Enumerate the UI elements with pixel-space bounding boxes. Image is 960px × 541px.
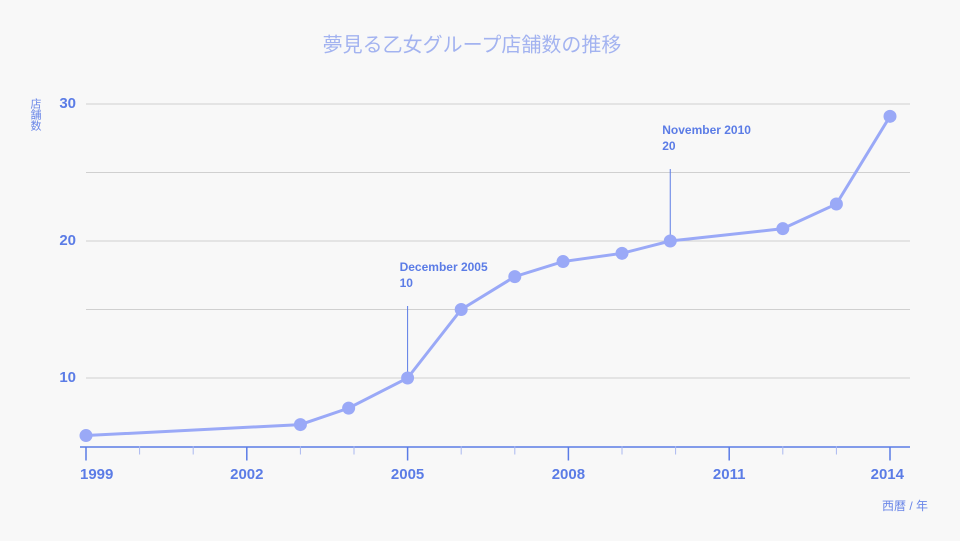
y-tick-label: 30 [59,95,76,112]
data-point [883,109,897,123]
data-point [401,371,415,385]
y-axis-label: 店舗数 [29,97,42,132]
data-point [508,270,522,284]
annotation-value: 10 [400,276,414,290]
data-point [663,234,677,248]
series-line [85,115,892,438]
x-tick-label: 2014 [871,466,905,483]
data-point [776,222,790,236]
chart-title: 夢見る乙女グループ店舗数の推移 [323,33,622,56]
y-tick-label: 20 [59,232,76,249]
data-point [293,418,307,432]
data-point [454,303,468,316]
annotation-value: 20 [662,139,676,153]
x-tick-label: 2008 [552,466,585,483]
data-point [615,246,629,260]
data-point [556,255,570,269]
annotation-text: November 2010 [662,123,751,137]
x-tick-label: 2005 [391,466,424,483]
data-point [829,197,843,211]
x-axis-label: 西暦 / 年 [882,499,928,513]
annotation-text: December 2005 [400,260,488,274]
x-tick-label: 1999 [80,466,113,483]
x-tick-label: 2002 [230,466,263,483]
data-point [79,429,93,443]
data-point [342,401,356,415]
y-tick-label: 10 [59,369,76,386]
x-tick-label: 2011 [713,466,746,483]
